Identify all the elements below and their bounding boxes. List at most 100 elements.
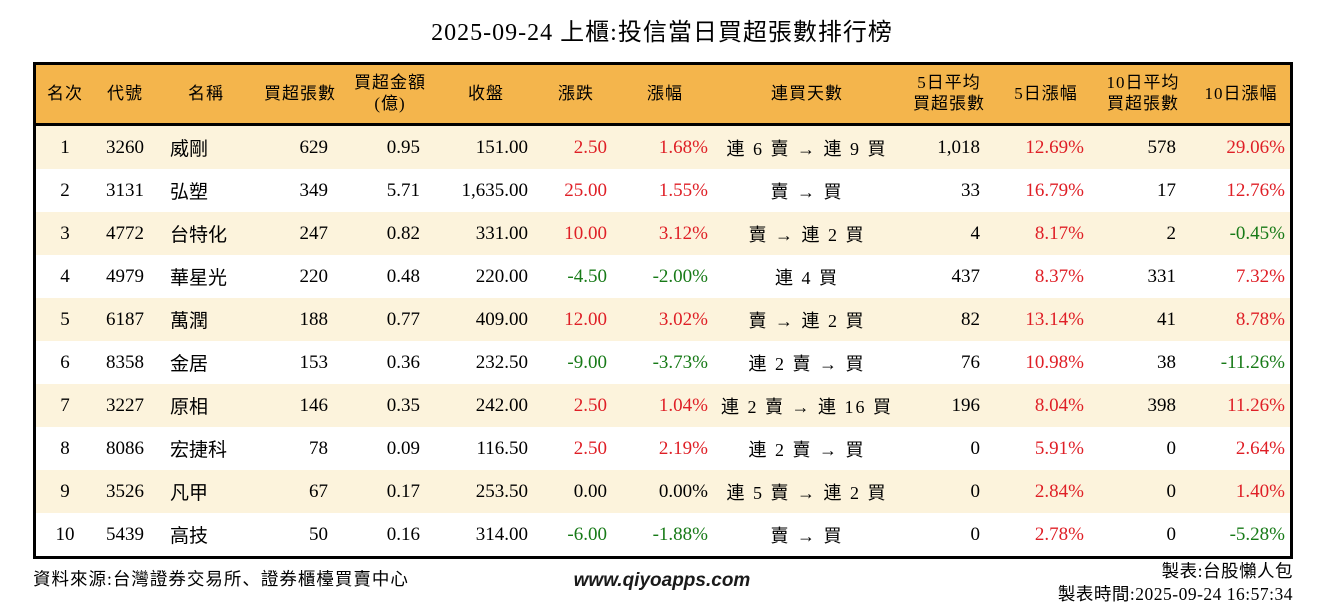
cell-code: 8358 xyxy=(94,341,156,384)
cell-code: 3227 xyxy=(94,384,156,427)
cell-change_pct: 1.55% xyxy=(616,169,714,212)
cell-code: 6187 xyxy=(94,298,156,341)
col-header-change_pct: 漲幅 xyxy=(616,65,714,126)
cell-name: 萬潤 xyxy=(156,298,256,341)
table-row: 3 4772 台特化 247 0.82 331.00 10.00 3.12% 賣 → 連 2 買… xyxy=(36,212,1290,255)
col-header-pct5: 5日漲幅 xyxy=(998,65,1094,126)
cell-name: 金居 xyxy=(156,341,256,384)
cell-pct5: 8.17% xyxy=(998,212,1094,255)
generated-time-text: 製表時間:2025-09-24 16:57:34 xyxy=(1057,584,1293,604)
cell-net_amount: 0.48 xyxy=(344,255,436,298)
table-head: 名次 代號 名稱 買超張數 買超金額 (億) 收盤 漲跌 漲幅 連買天數 5日平均 買超張數 5日漲幅 1… xyxy=(36,65,1290,126)
cell-net_buy: 67 xyxy=(256,470,344,513)
cell-name: 弘塑 xyxy=(156,169,256,212)
cell-close: 314.00 xyxy=(436,513,536,556)
maker-text: 製表:台股懶人包 xyxy=(1161,561,1293,581)
cell-net_buy: 247 xyxy=(256,212,344,255)
cell-avg10: 0 xyxy=(1094,470,1192,513)
cell-change: -4.50 xyxy=(536,255,616,298)
cell-change: 25.00 xyxy=(536,169,616,212)
cell-streak: 連 2 賣 → 連 16 買 xyxy=(714,384,900,427)
cell-rank: 1 xyxy=(36,124,94,169)
cell-pct10: 7.32% xyxy=(1192,255,1290,298)
cell-change_pct: 3.02% xyxy=(616,298,714,341)
cell-rank: 9 xyxy=(36,470,94,513)
cell-name: 華星光 xyxy=(156,255,256,298)
table-row: 1 3260 威剛 629 0.95 151.00 2.50 1.68% 連 6 賣 → 連 9… xyxy=(36,124,1290,169)
cell-pct5: 10.98% xyxy=(998,341,1094,384)
page-title: 2025-09-24 上櫃:投信當日買超張數排行榜 xyxy=(431,20,893,46)
cell-change: 2.50 xyxy=(536,124,616,169)
cell-change_pct: -1.88% xyxy=(616,513,714,556)
cell-code: 8086 xyxy=(94,427,156,470)
cell-code: 3526 xyxy=(94,470,156,513)
cell-net_buy: 629 xyxy=(256,124,344,169)
cell-code: 4772 xyxy=(94,212,156,255)
table-body: 1 3260 威剛 629 0.95 151.00 2.50 1.68% 連 6 賣 → 連 9… xyxy=(36,124,1290,556)
table-row: 2 3131 弘塑 349 5.71 1,635.00 25.00 1.55% 賣 → 買 33 1… xyxy=(36,169,1290,212)
cell-name: 原相 xyxy=(156,384,256,427)
table-row: 6 8358 金居 153 0.36 232.50 -9.00 -3.73% 連 2 賣 → 買… xyxy=(36,341,1290,384)
cell-pct5: 8.04% xyxy=(998,384,1094,427)
maker-block: 製表:台股懶人包 製表時間:2025-09-24 16:57:34 xyxy=(1058,560,1293,606)
cell-net_amount: 0.17 xyxy=(344,470,436,513)
cell-close: 253.50 xyxy=(436,470,536,513)
cell-rank: 5 xyxy=(36,298,94,341)
cell-name: 台特化 xyxy=(156,212,256,255)
col-header-change: 漲跌 xyxy=(536,65,616,126)
cell-change: -9.00 xyxy=(536,341,616,384)
col-header-pct10: 10日漲幅 xyxy=(1192,65,1290,126)
cell-avg10: 0 xyxy=(1094,513,1192,556)
cell-net_buy: 153 xyxy=(256,341,344,384)
cell-rank: 4 xyxy=(36,255,94,298)
cell-pct10: 11.26% xyxy=(1192,384,1290,427)
cell-change_pct: -3.73% xyxy=(616,341,714,384)
cell-avg5: 1,018 xyxy=(900,124,998,169)
col-header-net_buy: 買超張數 xyxy=(256,65,344,126)
ranking-table: 名次 代號 名稱 買超張數 買超金額 (億) 收盤 漲跌 漲幅 連買天數 5日平均 買超張數 5日漲幅 1… xyxy=(36,65,1290,556)
cell-net_amount: 5.71 xyxy=(344,169,436,212)
col-header-streak: 連買天數 xyxy=(714,65,900,126)
cell-avg5: 437 xyxy=(900,255,998,298)
cell-avg5: 196 xyxy=(900,384,998,427)
cell-avg10: 17 xyxy=(1094,169,1192,212)
cell-rank: 7 xyxy=(36,384,94,427)
cell-change: -6.00 xyxy=(536,513,616,556)
cell-streak: 賣 → 買 xyxy=(714,513,900,556)
cell-pct10: -0.45% xyxy=(1192,212,1290,255)
ranking-table-container: 名次 代號 名稱 買超張數 買超金額 (億) 收盤 漲跌 漲幅 連買天數 5日平均 買超張數 5日漲幅 1… xyxy=(33,62,1293,559)
cell-pct10: 2.64% xyxy=(1192,427,1290,470)
cell-close: 151.00 xyxy=(436,124,536,169)
table-row: 10 5439 高技 50 0.16 314.00 -6.00 -1.88% 賣 → 買 0 2.7… xyxy=(36,513,1290,556)
cell-streak: 連 2 賣 → 買 xyxy=(714,341,900,384)
cell-net_amount: 0.36 xyxy=(344,341,436,384)
cell-change_pct: 0.00% xyxy=(616,470,714,513)
cell-change: 2.50 xyxy=(536,427,616,470)
table-header-row: 名次 代號 名稱 買超張數 買超金額 (億) 收盤 漲跌 漲幅 連買天數 5日平均 買超張數 5日漲幅 1… xyxy=(36,65,1290,126)
cell-rank: 3 xyxy=(36,212,94,255)
cell-net_amount: 0.16 xyxy=(344,513,436,556)
data-source-text: 資料來源:台灣證券交易所、證券櫃檯買賣中心 xyxy=(33,569,409,589)
cell-change: 2.50 xyxy=(536,384,616,427)
cell-name: 凡甲 xyxy=(156,470,256,513)
col-header-avg5: 5日平均 買超張數 xyxy=(900,65,998,126)
cell-pct5: 2.84% xyxy=(998,470,1094,513)
cell-pct10: -5.28% xyxy=(1192,513,1290,556)
cell-streak: 賣 → 連 2 買 xyxy=(714,298,900,341)
website-text: www.qiyoapps.com xyxy=(573,570,751,591)
cell-avg5: 33 xyxy=(900,169,998,212)
cell-change_pct: 2.19% xyxy=(616,427,714,470)
cell-rank: 2 xyxy=(36,169,94,212)
cell-avg5: 76 xyxy=(900,341,998,384)
cell-pct5: 5.91% xyxy=(998,427,1094,470)
cell-streak: 連 5 賣 → 連 2 買 xyxy=(714,470,900,513)
cell-net_buy: 349 xyxy=(256,169,344,212)
cell-avg10: 578 xyxy=(1094,124,1192,169)
cell-streak: 賣 → 買 xyxy=(714,169,900,212)
cell-avg5: 0 xyxy=(900,470,998,513)
cell-net_buy: 78 xyxy=(256,427,344,470)
cell-avg10: 398 xyxy=(1094,384,1192,427)
cell-close: 220.00 xyxy=(436,255,536,298)
